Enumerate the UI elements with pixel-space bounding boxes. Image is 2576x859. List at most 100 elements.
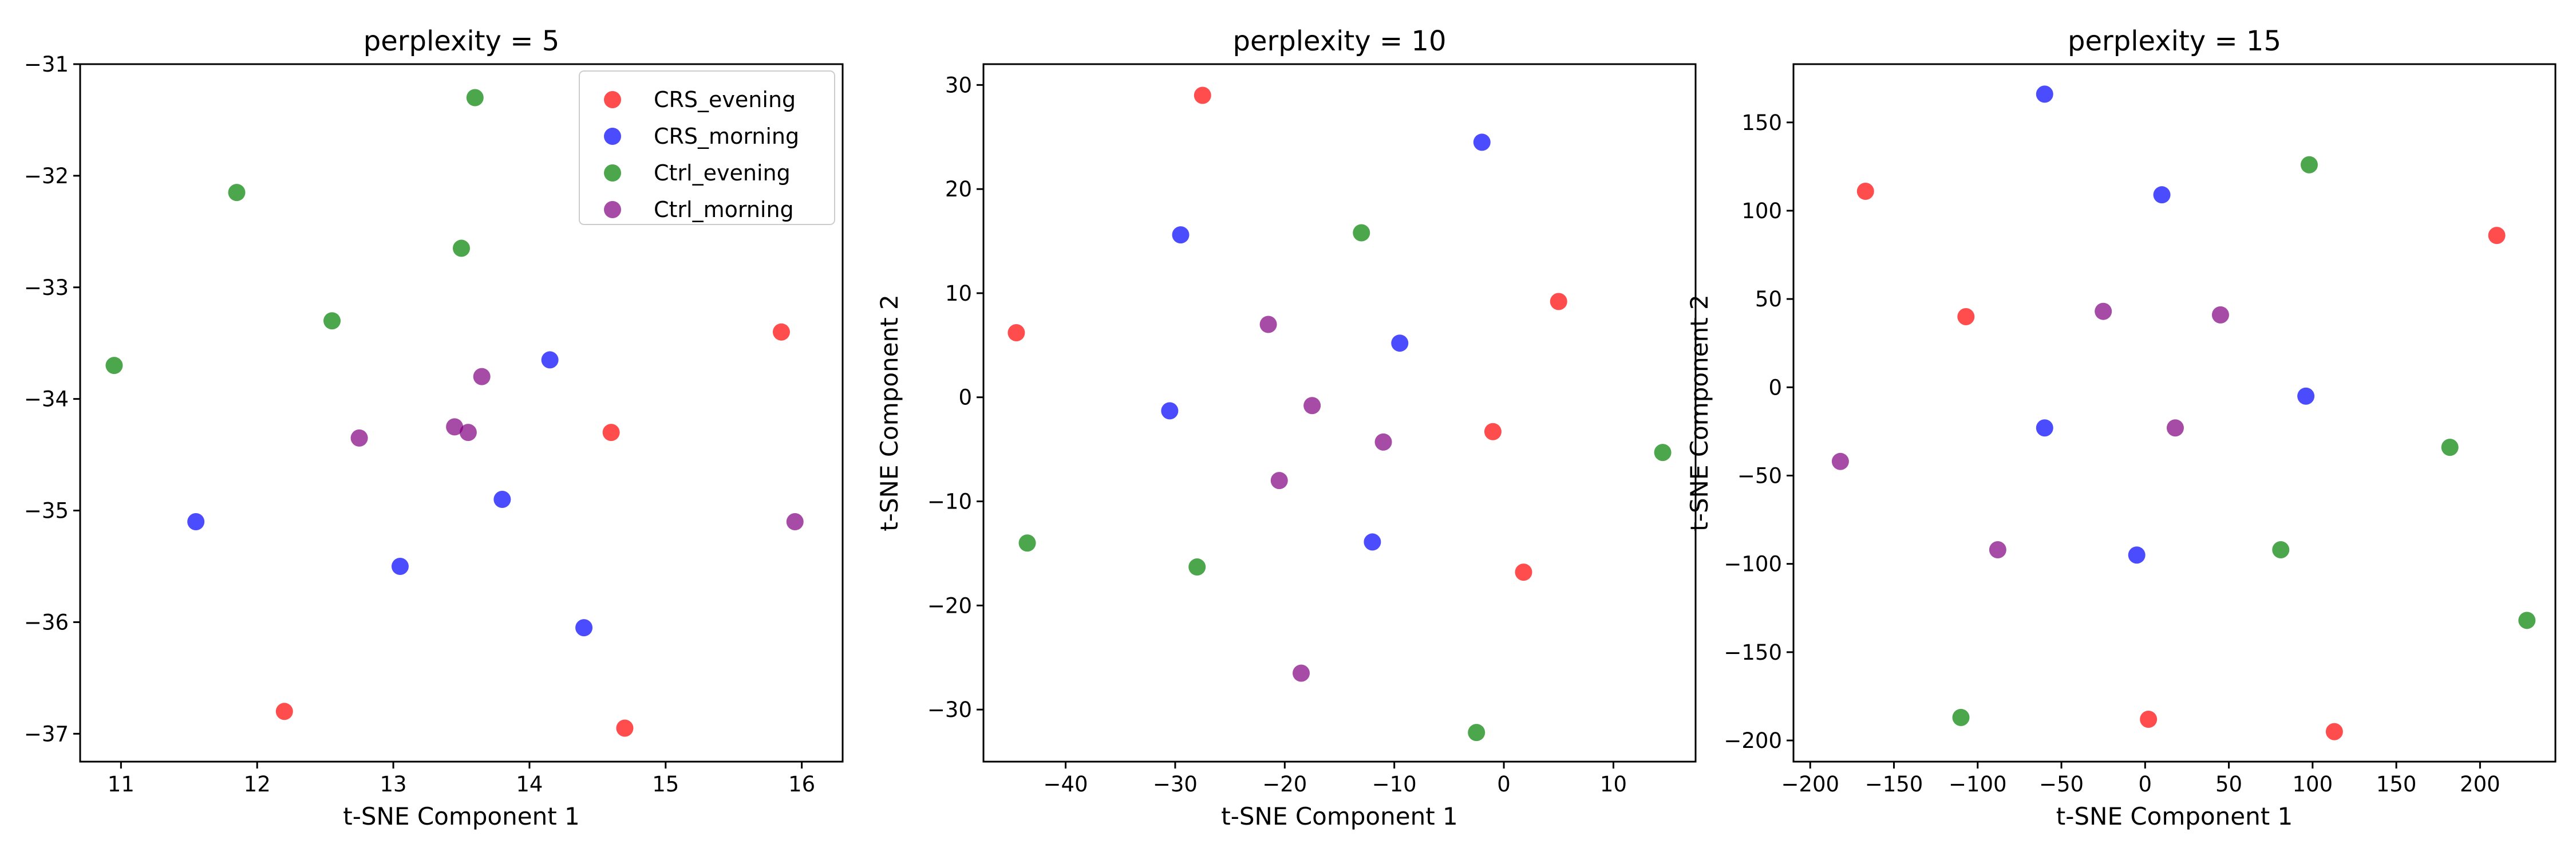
scatter-point-Ctrl_morning [1374, 433, 1392, 451]
y-tick-label: −200 [1724, 728, 1782, 753]
x-tick-label: 0 [2139, 772, 2152, 797]
y-tick-label: 20 [945, 177, 972, 202]
x-tick-label: 10 [1600, 772, 1627, 797]
scatter-point-CRS_morning [1364, 533, 1381, 551]
plot-frame [1792, 63, 2557, 763]
y-tick-label: 0 [1768, 375, 1782, 400]
scatter-point-CRS_evening [1194, 86, 1211, 104]
y-tick-label: −37 [24, 722, 69, 746]
x-tick-label: 16 [788, 772, 815, 797]
x-tick-label: −40 [1043, 772, 1088, 797]
scatter-point-CRS_evening [2488, 227, 2506, 245]
scatter-point-Ctrl_morning [1831, 452, 1849, 470]
y-tick-label: −50 [1737, 463, 1782, 488]
scatter-point-Ctrl_morning [350, 429, 368, 447]
scatter-point-CRS_morning [1161, 402, 1179, 420]
y-tick-label: −36 [24, 610, 69, 635]
y-tick-label: −10 [927, 490, 972, 514]
scatter-point-CRS_evening [1515, 564, 1532, 581]
x-tick-label: 12 [244, 772, 271, 797]
x-tick-label: −100 [1949, 772, 2007, 797]
scatter-point-CRS_morning [2297, 387, 2315, 405]
scatter-point-Ctrl_evening [1468, 724, 1485, 742]
scatter-point-Ctrl_morning [2095, 302, 2112, 320]
scatter-point-CRS_morning [2036, 85, 2053, 103]
x-tick-label: 14 [516, 772, 543, 797]
scatter-point-Ctrl_morning [1989, 541, 2006, 558]
y-tick-label: −33 [24, 275, 69, 300]
scatter-point-CRS_evening [1008, 324, 1025, 342]
legend-marker [604, 164, 621, 182]
scatter-point-Ctrl_morning [2211, 306, 2229, 324]
y-tick-label: −150 [1724, 640, 1782, 665]
x-tick-label: −30 [1153, 772, 1198, 797]
y-tick-label: 150 [1741, 111, 1782, 135]
plot-frame [79, 63, 844, 763]
scatter-point-Ctrl_evening [1018, 534, 1036, 552]
scatter-point-Ctrl_morning [1259, 316, 1277, 333]
scatter-point-CRS_morning [1172, 226, 1190, 244]
scatter-point-Ctrl_evening [1188, 558, 1206, 576]
y-axis-label: t-SNE Component 2 [875, 294, 903, 531]
y-tick-label: −35 [24, 499, 69, 523]
y-tick-label: −34 [24, 387, 69, 412]
x-tick-label: 100 [2293, 772, 2333, 797]
scatter-point-Ctrl_morning [1293, 664, 1310, 682]
scatter-point-CRS_morning [1473, 133, 1491, 151]
scatter-point-Ctrl_morning [446, 418, 464, 436]
scatter-point-Ctrl_morning [473, 368, 491, 385]
x-tick-label: 150 [2376, 772, 2417, 797]
scatter-point-Ctrl_evening [1654, 444, 1672, 462]
scatter-point-CRS_evening [772, 323, 790, 341]
scatter-point-Ctrl_evening [1952, 708, 1970, 726]
y-tick-label: 50 [1755, 287, 1782, 312]
scatter-point-CRS_evening [616, 719, 634, 737]
scatter-point-CRS_morning [575, 619, 593, 637]
scatter-point-Ctrl_evening [1353, 224, 1370, 242]
scatter-point-Ctrl_evening [453, 239, 470, 257]
x-tick-label: 200 [2460, 772, 2500, 797]
legend-label: Ctrl_evening [654, 160, 791, 186]
subplot-title: perplexity = 15 [2068, 25, 2281, 57]
x-axis-label: t-SNE Component 1 [343, 802, 580, 830]
y-tick-label: 100 [1741, 199, 1782, 223]
y-tick-label: −31 [24, 52, 69, 77]
scatter-point-Ctrl_evening [228, 184, 246, 202]
subplot-title: perplexity = 10 [1232, 25, 1446, 57]
y-tick-label: 0 [958, 385, 972, 410]
scatter-point-CRS_morning [2128, 546, 2146, 564]
subplot-1: perplexity = 5 11 12 13 14 15 16 −37 −36 −35 −34 −3… [24, 25, 844, 830]
scatter-point-Ctrl_morning [459, 424, 477, 442]
scatter-point-CRS_morning [391, 557, 409, 575]
y-tick-label: 10 [945, 281, 972, 306]
subplot-title: perplexity = 5 [364, 25, 559, 57]
scatter-point-Ctrl_evening [2441, 439, 2459, 456]
scatter-point-CRS_morning [493, 491, 511, 509]
legend: CRS_evening CRS_morning Ctrl_evening Ctrl_m… [579, 70, 835, 225]
scatter-point-Ctrl_morning [1303, 397, 1321, 415]
x-axis-label: t-SNE Component 1 [2056, 802, 2293, 830]
y-tick-label: 30 [945, 73, 972, 97]
scatter-point-CRS_morning [2153, 186, 2171, 204]
scatter-point-CRS_evening [1856, 183, 1874, 200]
scatter-point-Ctrl_evening [2272, 541, 2290, 558]
subplot-3: perplexity = 15 −200 −150 −100 −50 0 50 100 150 2… [1685, 25, 2557, 830]
scatter-point-CRS_morning [541, 351, 559, 369]
legend-box [579, 70, 835, 225]
x-tick-label: −10 [1372, 772, 1417, 797]
scatter-point-Ctrl_evening [323, 312, 341, 330]
scatter-point-Ctrl_morning [1270, 472, 1288, 490]
scatter-point-Ctrl_evening [466, 89, 484, 107]
x-axis-label: t-SNE Component 1 [1221, 802, 1458, 830]
x-tick-label: 50 [2215, 772, 2242, 797]
x-tick-label: −50 [2039, 772, 2084, 797]
legend-label: CRS_evening [654, 87, 796, 112]
legend-marker [604, 128, 621, 145]
scatter-point-CRS_evening [1957, 308, 1975, 325]
scatter-point-CRS_evening [2325, 723, 2343, 740]
x-tick-label: 11 [108, 772, 135, 797]
scatter-point-CRS_evening [275, 703, 293, 720]
y-tick-label: −32 [24, 164, 69, 188]
legend-label: Ctrl_morning [654, 197, 794, 222]
